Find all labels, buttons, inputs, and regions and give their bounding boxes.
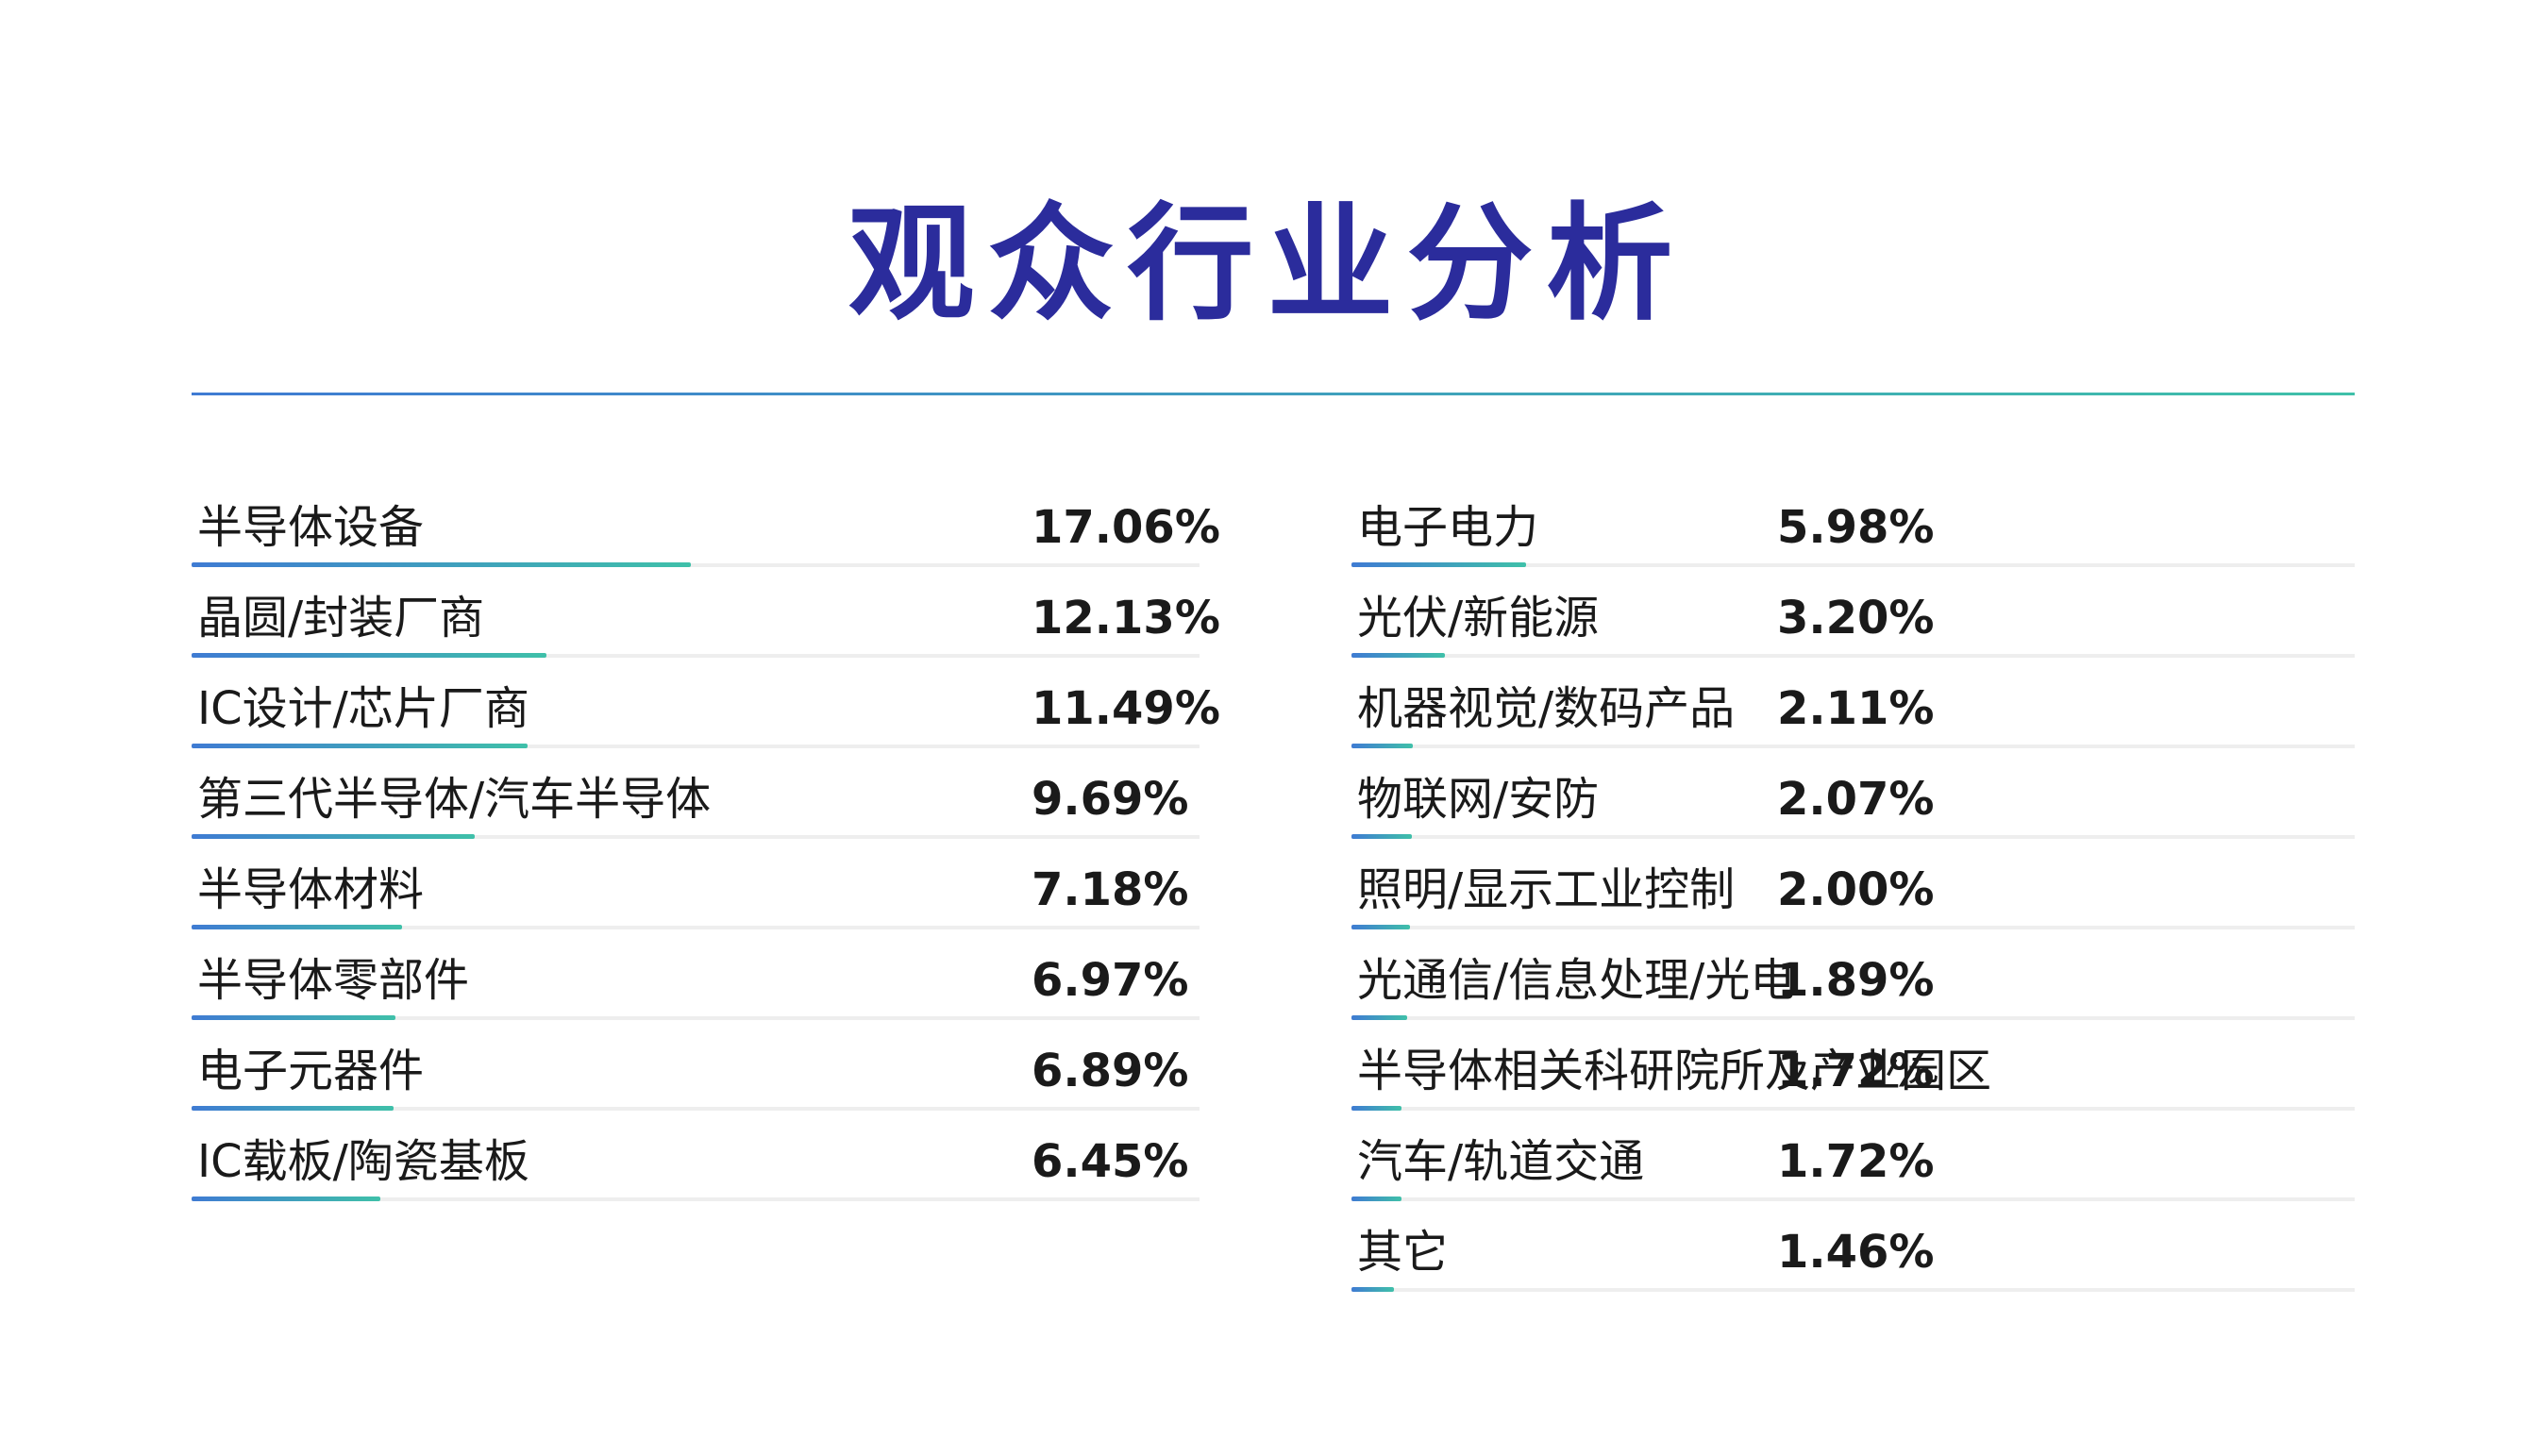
bar-track xyxy=(1351,745,2355,748)
category-bar xyxy=(1351,744,1413,748)
bar-track xyxy=(1351,1016,2355,1020)
category-value: 2.00% xyxy=(1777,863,1935,916)
category-bar xyxy=(192,744,528,748)
page-title: 观众行业分析 xyxy=(847,191,1687,338)
category-label: 其它 xyxy=(1357,1226,1449,1279)
bar-track xyxy=(1351,563,2355,567)
category-row: IC载板/陶瓷基板 6.45% xyxy=(192,1111,1200,1201)
category-row: 光通信/信息处理/光电 1.89% xyxy=(1351,929,2355,1020)
bar-track xyxy=(1351,1288,2355,1292)
category-bar xyxy=(1351,562,1526,567)
category-bar xyxy=(1351,1015,1407,1020)
category-bar xyxy=(1351,1197,1401,1201)
category-row: 晶圆/封装厂商 12.13% xyxy=(192,567,1220,658)
title-divider xyxy=(192,393,2355,395)
category-label: IC载板/陶瓷基板 xyxy=(197,1135,529,1188)
category-bar xyxy=(192,562,691,567)
category-label: 半导体材料 xyxy=(197,863,425,916)
category-row: 光伏/新能源 3.20% xyxy=(1351,567,2355,658)
bar-track xyxy=(192,563,1200,567)
bar-track xyxy=(1351,654,2355,658)
category-bar xyxy=(192,1106,394,1111)
category-value: 7.18% xyxy=(1032,863,1189,916)
category-row: 半导体相关科研院所及产业园区 1.72% xyxy=(1351,1020,2355,1111)
category-row: 电子电力 5.98% xyxy=(1351,477,2355,567)
category-bar xyxy=(1351,653,1445,658)
category-bar xyxy=(192,925,402,929)
bar-track xyxy=(192,745,1200,748)
category-label: 光通信/信息处理/光电 xyxy=(1357,954,1796,1007)
category-value: 2.07% xyxy=(1777,773,1935,826)
category-value: 6.45% xyxy=(1032,1135,1189,1188)
bar-track xyxy=(1351,1107,2355,1111)
category-bar xyxy=(1351,925,1410,929)
category-row: IC设计/芯片厂商 11.49% xyxy=(192,658,1220,748)
category-row: 其它 1.46% xyxy=(1351,1201,2355,1292)
category-label: 半导体零部件 xyxy=(197,954,470,1007)
category-row: 电子元器件 6.89% xyxy=(192,1020,1200,1111)
bar-track xyxy=(192,1197,1200,1201)
bar-track xyxy=(1351,835,2355,839)
category-label: 汽车/轨道交通 xyxy=(1357,1135,1645,1188)
category-row: 物联网/安防 2.07% xyxy=(1351,748,2355,839)
bar-track xyxy=(192,1016,1200,1020)
category-value: 6.97% xyxy=(1032,954,1189,1007)
bar-track xyxy=(1351,926,2355,929)
category-label: 电子元器件 xyxy=(197,1045,425,1097)
bar-track xyxy=(192,654,1200,658)
category-bar xyxy=(1351,1287,1394,1292)
category-row: 汽车/轨道交通 1.72% xyxy=(1351,1111,2355,1201)
category-value: 1.89% xyxy=(1777,954,1935,1007)
bar-track xyxy=(1351,1197,2355,1201)
category-bar xyxy=(192,653,546,658)
category-row: 半导体材料 7.18% xyxy=(192,839,1200,929)
category-bar xyxy=(1351,1106,1401,1111)
bar-track xyxy=(192,835,1200,839)
category-value: 1.72% xyxy=(1777,1135,1935,1188)
category-row: 半导体零部件 6.97% xyxy=(192,929,1200,1020)
category-value: 5.98% xyxy=(1777,501,1935,554)
category-row: 照明/显示工业控制 2.00% xyxy=(1351,839,2355,929)
category-value: 12.13% xyxy=(1032,592,1220,644)
category-bar xyxy=(1351,834,1412,839)
category-label: 半导体相关科研院所及产业园区 xyxy=(1357,1045,1992,1097)
bar-track xyxy=(192,926,1200,929)
category-label: IC设计/芯片厂商 xyxy=(197,682,529,735)
category-row: 第三代半导体/汽车半导体 9.69% xyxy=(192,748,1200,839)
category-value: 1.72% xyxy=(1777,1045,1935,1097)
category-bar xyxy=(192,1197,380,1201)
category-value: 17.06% xyxy=(1032,501,1220,554)
category-value: 11.49% xyxy=(1032,682,1220,735)
category-label: 光伏/新能源 xyxy=(1357,592,1600,644)
category-label: 半导体设备 xyxy=(197,501,425,554)
category-bar xyxy=(192,1015,395,1020)
bar-track xyxy=(192,1107,1200,1111)
category-label: 电子电力 xyxy=(1357,501,1539,554)
category-label: 第三代半导体/汽车半导体 xyxy=(197,773,712,826)
category-label: 晶圆/封装厂商 xyxy=(197,592,485,644)
category-label: 物联网/安防 xyxy=(1357,773,1600,826)
category-label: 机器视觉/数码产品 xyxy=(1357,682,1736,735)
category-label: 照明/显示工业控制 xyxy=(1357,863,1736,916)
category-bar xyxy=(192,834,475,839)
category-row: 半导体设备 17.06% xyxy=(192,477,1220,567)
category-value: 2.11% xyxy=(1777,682,1935,735)
category-value: 3.20% xyxy=(1777,592,1935,644)
category-value: 1.46% xyxy=(1777,1226,1935,1279)
category-value: 9.69% xyxy=(1032,773,1189,826)
category-value: 6.89% xyxy=(1032,1045,1189,1097)
category-row: 机器视觉/数码产品 2.11% xyxy=(1351,658,2355,748)
